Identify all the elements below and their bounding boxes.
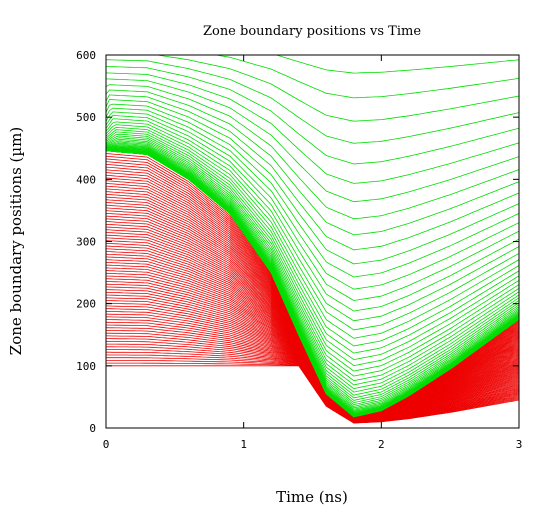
outer-zone-line (106, 142, 519, 393)
outer-zone-line (106, 111, 519, 301)
outer-zone-line (106, 59, 519, 144)
y-tick-label: 500 (76, 111, 96, 124)
x-tick-label: 1 (240, 438, 247, 451)
outer-zone-line (213, 55, 519, 99)
outer-zone-line (106, 129, 519, 354)
outer-zone-line (106, 135, 519, 372)
outer-zone-line (275, 55, 519, 74)
tick-labels: 0 100 200 300 400 500 600 0 1 2 3 (76, 49, 522, 451)
outer-zone-line (106, 147, 519, 406)
outer-zone-line (106, 133, 519, 367)
x-tick-label: 3 (516, 438, 523, 451)
outer-zone-line (106, 148, 519, 409)
outer-zone-line (106, 66, 519, 165)
outer-zone-line (106, 124, 519, 339)
outer-zone-line (106, 137, 519, 377)
y-tick-label: 400 (76, 173, 96, 186)
outer-zone-line (106, 145, 519, 401)
x-tick-label: 2 (378, 438, 385, 451)
outer-zone-line (106, 118, 519, 322)
x-axis-label: Time (ns) (276, 488, 348, 506)
outer-zone-line (106, 78, 519, 203)
outer-zone-line (106, 114, 519, 312)
y-tick-label: 600 (76, 49, 96, 62)
axis-ticks (105, 54, 520, 429)
outer-zone-line (106, 147, 519, 407)
outer-zone-line (106, 148, 519, 410)
outer-zone-line (106, 146, 519, 404)
outer-zone-line (106, 72, 519, 184)
outer-zone-line (106, 131, 519, 361)
y-tick-label: 200 (76, 298, 96, 311)
outer-zone-line (106, 99, 519, 265)
outer-zone-line (106, 107, 519, 290)
outer-zone-line (106, 149, 519, 411)
series-lines (106, 55, 519, 424)
outer-zone-line (106, 138, 519, 382)
outer-zone-line (106, 126, 519, 347)
x-tick-label: 0 (103, 438, 110, 451)
outer-zone-line (106, 145, 519, 399)
outer-zone-line (154, 55, 519, 122)
outer-zone-line (106, 144, 519, 396)
outer-zone-line (106, 94, 519, 251)
y-axis-label: Zone boundary positions (µm) (7, 127, 25, 355)
outer-zone-line (106, 84, 519, 220)
outer-zone-line (106, 140, 519, 386)
chart-title: Zone boundary positions vs Time (203, 24, 421, 39)
y-tick-label: 0 (89, 422, 96, 435)
outer-zone-line (106, 141, 519, 390)
y-tick-label: 300 (76, 236, 96, 249)
outer-zone-line (106, 121, 519, 331)
outer-zone-line (106, 103, 519, 278)
outer-zone-line (106, 89, 519, 236)
y-tick-label: 100 (76, 360, 96, 373)
